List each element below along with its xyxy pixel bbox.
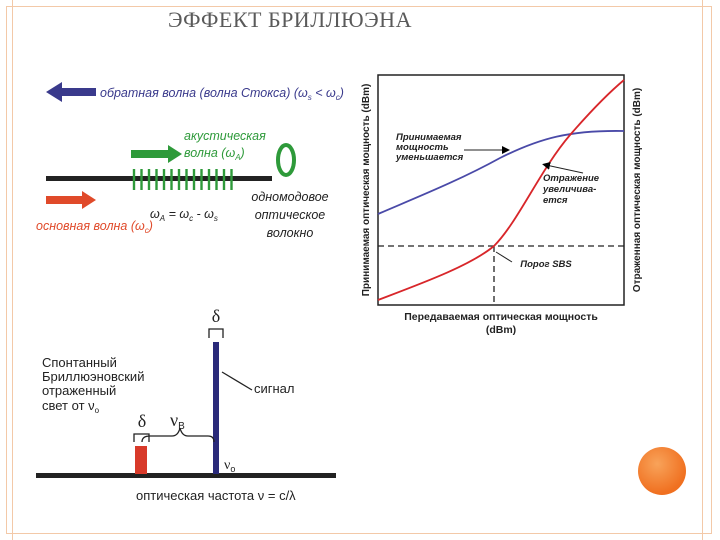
reflected-annotation-line3: ется (543, 195, 568, 206)
signal-pointer (221, 371, 253, 391)
right-axis-label: Отраженная оптическая мощность (dBm) (632, 88, 643, 292)
left-axis-label: Принимаемая оптическая мощность (dBm) (361, 84, 372, 297)
spontaneous-label-line2: Бриллюэновский (42, 369, 144, 384)
fiber-caption-line3: волокно (267, 226, 314, 240)
slide-border-left (12, 0, 13, 540)
frequency-axis-label: оптическая частота ν = c/λ (136, 488, 296, 503)
forward-wave-arrow (46, 191, 96, 209)
acoustic-grating (132, 169, 233, 190)
acoustic-wave-label-line1: акустическая (184, 129, 266, 143)
slide-title: ЭФФЕКТ БРИЛЛЮЭНА (168, 7, 412, 32)
signal-line (213, 342, 219, 474)
received-annotation-line3: уменьшается (395, 152, 464, 163)
spontaneous-label-line1: Спонтанный (42, 355, 117, 370)
frequency-relation: ωA = ωc - ωs (150, 207, 218, 223)
decorative-orange-circle (638, 447, 686, 495)
signal-label: сигнал (254, 381, 295, 396)
reflected-annotation-line2: увеличива- (542, 184, 596, 195)
frequency-axis-line (36, 473, 336, 478)
received-annotation-line2: мощность (396, 142, 449, 153)
delta-top-label: δ (212, 306, 220, 326)
received-annotation-line1: Принимаемая (396, 132, 462, 143)
received-power-curve (377, 130, 625, 215)
spontaneous-label-line4: свет от νo (42, 398, 100, 415)
threshold-label: Порог SBS (520, 259, 572, 270)
stokes-peak (135, 446, 147, 474)
spectrum-diagram: δ δ νB νo сигнал Спонтанный Бриллюэновск… (36, 306, 336, 503)
fiber-diagram: обратная волна (волна Стокса) (ωs < ωc) … (36, 82, 344, 240)
backward-wave-arrow (46, 82, 96, 102)
fiber-core-ring (276, 143, 296, 177)
slide-border-right (702, 0, 703, 540)
fiber-caption-line2: оптическое (255, 208, 326, 222)
delta-bracket-top (208, 328, 224, 338)
backward-wave-label: обратная волна (волна Стокса) (ωs < ωc) (100, 86, 344, 102)
nu-b-label: νB (170, 410, 185, 432)
fiber-caption-line1: одномодовое (251, 190, 328, 204)
nu-o-label: νo (224, 458, 235, 474)
nu-b-brace (141, 427, 215, 443)
acoustic-wave-arrow (131, 145, 182, 163)
fiber-line (46, 176, 272, 181)
forward-wave-label: основная волна (ωc) (36, 219, 153, 235)
reflected-annotation-arrow (542, 161, 584, 174)
spontaneous-label-line3: отраженный (42, 383, 116, 398)
threshold-pointer (495, 251, 513, 263)
delta-left-label: δ (138, 411, 146, 431)
x-axis-label-line2: (dBm) (486, 324, 516, 336)
threshold-label-bg (508, 256, 584, 271)
reflected-power-curve (377, 79, 625, 301)
delta-bracket-left (133, 433, 150, 442)
x-axis-label-line1: Передаваемая оптическая мощность (404, 311, 598, 323)
sbs-power-chart: Принимаемая мощность уменьшается Отражен… (361, 74, 643, 336)
reflected-annotation-line1: Отражение (543, 173, 600, 184)
slide-frame (6, 6, 712, 534)
acoustic-wave-label-line2: волна (ωA) (184, 146, 245, 162)
